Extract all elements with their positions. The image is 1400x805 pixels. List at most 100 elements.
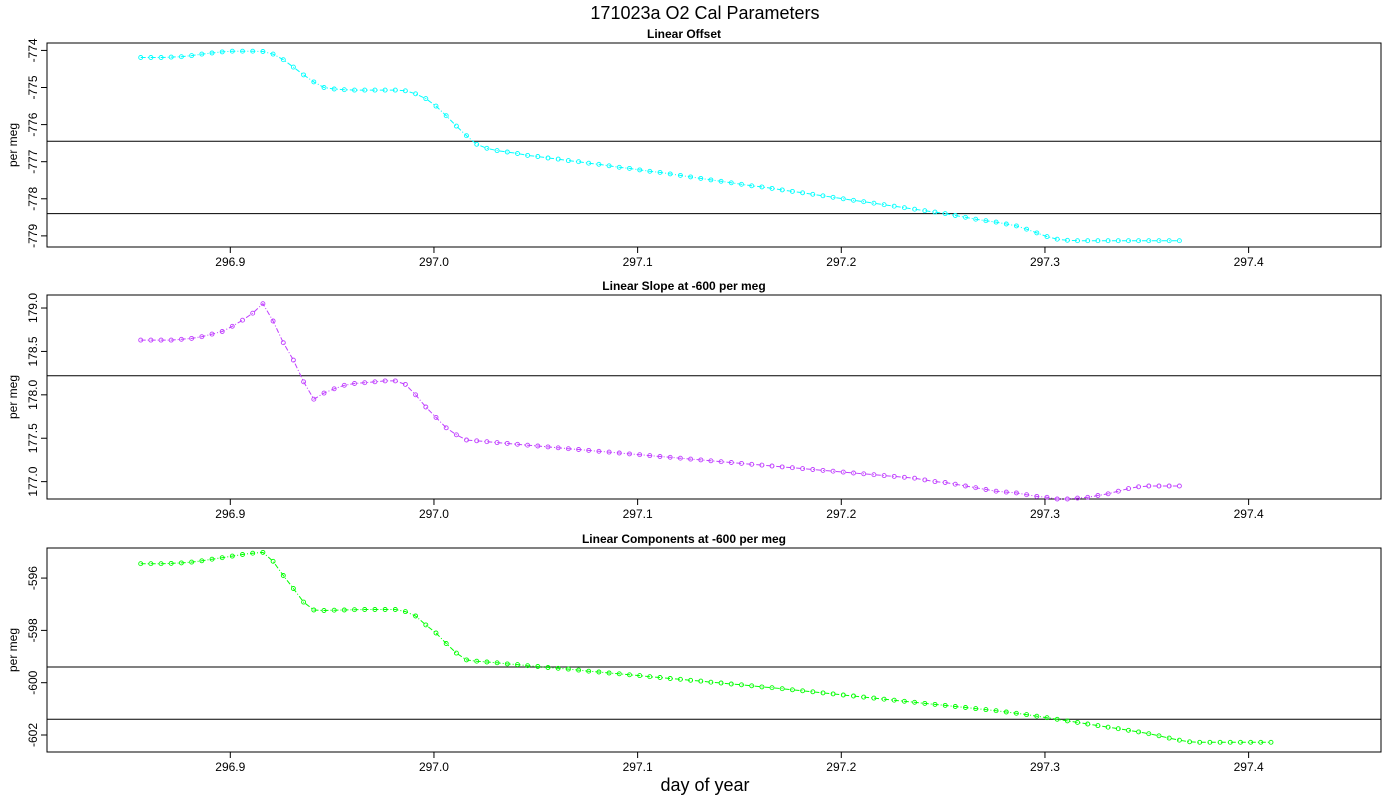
data-point <box>392 87 398 93</box>
x-tick-label: 297.2 <box>826 255 856 269</box>
data-point <box>474 141 480 147</box>
data-point <box>759 684 765 690</box>
data-point <box>280 57 286 63</box>
data-point <box>331 86 337 92</box>
y-tick-label: -602 <box>26 723 40 747</box>
y-tick-label: -779 <box>26 224 40 248</box>
data-point <box>229 553 235 559</box>
x-tick-label: 297.4 <box>1234 255 1264 269</box>
data-point <box>178 336 184 342</box>
data-point <box>1126 727 1131 733</box>
data-point <box>800 190 806 196</box>
data-point <box>1064 718 1070 724</box>
data-point <box>1064 237 1070 243</box>
data-point <box>413 91 419 97</box>
y-tick-label: -774 <box>26 38 40 62</box>
data-point <box>290 586 296 591</box>
data-point <box>942 702 948 708</box>
data-point <box>952 704 958 709</box>
data-point <box>973 216 979 222</box>
data-point <box>423 404 429 410</box>
x-axis-title: day of year <box>660 775 749 795</box>
data-point <box>321 608 327 613</box>
data-point <box>789 687 795 693</box>
data-point <box>677 172 683 178</box>
data-point <box>677 455 683 461</box>
data-point <box>240 552 245 557</box>
data-point <box>922 208 928 214</box>
data-point <box>993 219 999 225</box>
x-tick-label: 297.0 <box>419 255 449 269</box>
x-tick-label: 297.1 <box>623 760 653 774</box>
data-point <box>1044 494 1050 500</box>
data-point <box>290 64 296 70</box>
data-point <box>616 164 622 170</box>
data-point <box>1115 238 1121 244</box>
data-point <box>698 457 704 463</box>
data-point <box>362 607 368 612</box>
data-point <box>199 334 205 340</box>
data-point <box>189 53 195 59</box>
data-point <box>779 686 785 692</box>
data-point <box>352 381 357 386</box>
data-point <box>739 460 744 466</box>
plot-frame <box>46 42 1382 248</box>
data-point <box>555 445 561 451</box>
data-point <box>993 708 999 714</box>
data-point <box>402 381 408 387</box>
data-point <box>728 180 734 186</box>
data-point <box>484 439 490 445</box>
data-point <box>1024 712 1030 718</box>
data-point <box>1115 488 1121 494</box>
data-point <box>545 444 551 450</box>
data-point <box>280 573 286 578</box>
data-point <box>596 161 602 167</box>
data-point <box>474 658 480 664</box>
x-tick-label: 297.4 <box>1234 507 1264 521</box>
data-point <box>769 685 775 691</box>
x-tick-label: 297.3 <box>1030 507 1060 521</box>
y-tick-label: -775 <box>26 75 40 99</box>
data-point <box>769 185 775 191</box>
series-line <box>140 551 1271 743</box>
data-point <box>1176 737 1182 743</box>
data-point <box>1075 719 1080 725</box>
data-point <box>1227 739 1233 745</box>
data-point <box>260 301 266 307</box>
data-point <box>667 454 673 460</box>
y-axis-label: per meg <box>6 375 20 419</box>
data-point <box>1176 238 1182 244</box>
series-line <box>140 50 1180 242</box>
data-point <box>1176 483 1182 489</box>
data-point <box>851 693 856 699</box>
data-point <box>1034 230 1040 236</box>
data-point <box>148 337 154 343</box>
x-tick-label: 296.9 <box>215 760 245 774</box>
data-point <box>1105 238 1111 244</box>
panel-title: Linear Offset <box>647 27 721 41</box>
data-point <box>392 378 398 384</box>
data-point <box>1095 493 1101 498</box>
data-point <box>1238 739 1243 745</box>
data-point <box>627 451 632 457</box>
data-point <box>555 156 561 162</box>
data-point <box>963 483 968 489</box>
data-point <box>606 163 612 169</box>
data-point <box>759 184 765 190</box>
data-point <box>290 357 296 363</box>
data-point <box>209 50 215 56</box>
data-point <box>1075 238 1080 244</box>
plot-frame <box>46 294 1382 500</box>
data-point <box>1105 491 1111 497</box>
data-point <box>688 677 694 683</box>
y-tick-label: 177.5 <box>26 423 40 453</box>
data-point <box>1064 496 1070 502</box>
data-point <box>1044 715 1050 721</box>
panel-2: Linear Slope at -600 per meg 296.9 297.0 29… <box>6 279 1382 521</box>
data-point <box>759 462 765 468</box>
panel-3: Linear Components at -600 per meg 296.9 29… <box>6 532 1382 774</box>
data-point <box>178 54 184 60</box>
panel-1: Linear Offset 296.9 297.0 297.1 297.2 297.3 29… <box>6 27 1382 269</box>
